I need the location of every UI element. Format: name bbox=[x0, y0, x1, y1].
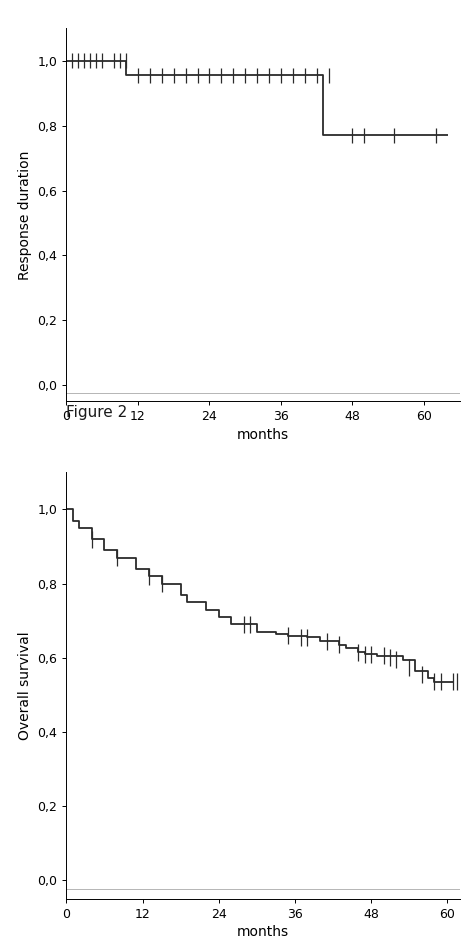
Y-axis label: Overall survival: Overall survival bbox=[18, 631, 32, 740]
X-axis label: months: months bbox=[237, 925, 289, 938]
X-axis label: months: months bbox=[237, 428, 289, 442]
Y-axis label: Response duration: Response duration bbox=[18, 150, 32, 280]
Text: Figure 2: Figure 2 bbox=[66, 405, 128, 420]
